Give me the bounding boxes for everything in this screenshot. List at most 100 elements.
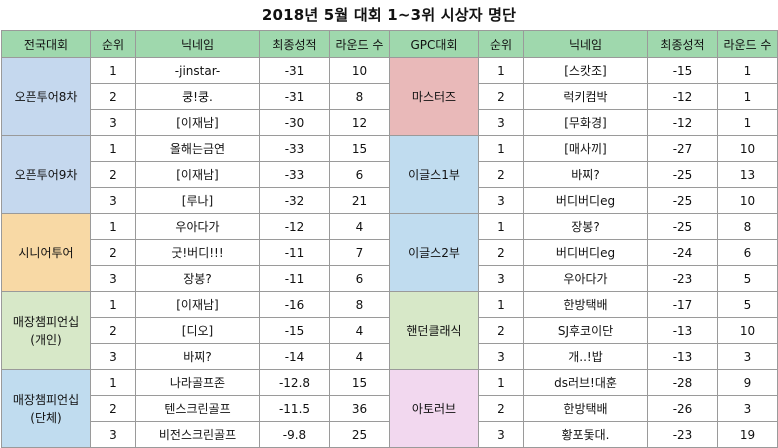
nickname-cell: 나라골프존 (135, 369, 260, 396)
nickname-cell: SJ후코이단 (523, 317, 648, 344)
table-row: 오픈투어9차 1 올해는금연 -33 15 이글스1부 1 [매사끼] -27 … (1, 135, 778, 214)
rounds-cell: 8 (329, 291, 390, 318)
rounds-cell: 10 (717, 317, 778, 344)
header-rounds: 라운드 수 (717, 30, 778, 58)
rank-cell: 3 (90, 109, 136, 136)
gpc-tournament-name: 마스터즈 (389, 57, 479, 136)
rank-cell: 1 (478, 369, 524, 396)
rounds-cell: 10 (717, 187, 778, 214)
header-final-score: 최종성적 (647, 30, 718, 58)
score-cell: -15 (259, 317, 330, 344)
rounds-cell: 21 (329, 187, 390, 214)
rounds-cell: 6 (717, 239, 778, 266)
rank-cell: 2 (90, 317, 136, 344)
nickname-cell: 올해는금연 (135, 135, 260, 162)
rank-cell: 2 (478, 317, 524, 344)
score-cell: -33 (259, 135, 330, 162)
table-row: 매장챔피언십 (단체) 1 나라골프존 -12.8 15 아토러브 1 ds러브!… (1, 369, 778, 448)
rounds-cell: 7 (329, 239, 390, 266)
nickname-cell: [루나] (135, 187, 260, 214)
rounds-cell: 5 (717, 291, 778, 318)
score-cell: -28 (647, 369, 718, 396)
score-cell: -15 (647, 57, 718, 84)
nickname-cell: 럭키컴박 (523, 83, 648, 110)
nickname-cell: 우아다가 (135, 213, 260, 240)
rank-cell: 3 (478, 421, 524, 448)
score-cell: -16 (259, 291, 330, 318)
score-cell: -24 (647, 239, 718, 266)
header-row: 전국대회 순위 닉네임 최종성적 라운드 수 GPC대회 순위 닉네임 최종성적… (1, 30, 778, 58)
score-cell: -13 (647, 343, 718, 370)
score-cell: -12 (647, 83, 718, 110)
rounds-cell: 4 (329, 343, 390, 370)
table-row: 3 바찌? -14 4 3 개..!밥 -13 3 (2, 343, 778, 370)
nickname-cell: 한방택배 (523, 291, 648, 318)
nickname-cell: 쿵!쿵. (135, 83, 260, 110)
gpc-tournament-name: 이글스1부 (389, 135, 479, 214)
rounds-cell: 10 (329, 57, 390, 84)
award-table: 전국대회 순위 닉네임 최종성적 라운드 수 GPC대회 순위 닉네임 최종성적… (1, 30, 778, 448)
nickname-cell: 한방택배 (523, 395, 648, 422)
score-cell: -33 (259, 161, 330, 188)
header-final-score: 최종성적 (259, 30, 330, 58)
rounds-cell: 3 (717, 395, 778, 422)
score-cell: -26 (647, 395, 718, 422)
nickname-cell: 텐스크린골프 (135, 395, 260, 422)
table-row: 매장챔피언십 (개인) 1 [이재남] -16 8 핸던클래식 1 한방택배 -1… (1, 291, 778, 370)
nickname-cell: ds러브!대훈 (523, 369, 648, 396)
score-cell: -31 (259, 57, 330, 84)
score-cell: -11 (259, 239, 330, 266)
table-row: 3 비전스크린골프 -9.8 25 3 황포돛대. -23 19 (2, 421, 778, 448)
rounds-cell: 4 (329, 317, 390, 344)
score-cell: -14 (259, 343, 330, 370)
rounds-cell: 19 (717, 421, 778, 448)
nickname-cell: 황포돛대. (523, 421, 648, 448)
page-title: 2018년 5월 대회 1~3위 시상자 명단 (261, 6, 517, 24)
rank-cell: 3 (90, 187, 136, 214)
rounds-cell: 12 (329, 109, 390, 136)
nickname-cell: 비전스크린골프 (135, 421, 260, 448)
score-cell: -25 (647, 161, 718, 188)
gpc-tournament-name: 이글스2부 (389, 213, 479, 292)
header-rank: 순위 (478, 30, 524, 58)
score-cell: -30 (259, 109, 330, 136)
nickname-cell: 장봉? (523, 213, 648, 240)
nickname-cell: [디오] (135, 317, 260, 344)
tournament-name: 오픈투어9차 (1, 135, 91, 214)
score-cell: -23 (647, 421, 718, 448)
score-cell: -11.5 (259, 395, 330, 422)
rank-cell: 2 (478, 239, 524, 266)
rank-cell: 1 (478, 135, 524, 162)
rounds-cell: 1 (717, 109, 778, 136)
rounds-cell: 15 (329, 135, 390, 162)
gpc-tournament-name: 아토러브 (389, 369, 479, 448)
header-rank: 순위 (90, 30, 136, 58)
rank-cell: 1 (478, 291, 524, 318)
nickname-cell: [매사끼] (523, 135, 648, 162)
rounds-cell: 6 (329, 265, 390, 292)
rounds-cell: 13 (717, 161, 778, 188)
rank-cell: 2 (478, 395, 524, 422)
rank-cell: 3 (478, 343, 524, 370)
nickname-cell: 버디버디eg (523, 239, 648, 266)
rounds-cell: 15 (329, 369, 390, 396)
nickname-cell: 우아다가 (523, 265, 648, 292)
rank-cell: 3 (90, 343, 136, 370)
tournament-name: 매장챔피언십 (개인) (1, 291, 91, 370)
rounds-cell: 5 (717, 265, 778, 292)
score-cell: -31 (259, 83, 330, 110)
score-cell: -9.8 (259, 421, 330, 448)
score-cell: -27 (647, 135, 718, 162)
rank-cell: 1 (90, 291, 136, 318)
score-cell: -17 (647, 291, 718, 318)
rounds-cell: 1 (717, 57, 778, 84)
nickname-cell: 바찌? (135, 343, 260, 370)
tournament-name: 오픈투어8차 (1, 57, 91, 136)
rank-cell: 1 (90, 369, 136, 396)
rank-cell: 1 (478, 57, 524, 84)
rounds-cell: 36 (329, 395, 390, 422)
tournament-name: 매장챔피언십 (단체) (1, 369, 91, 448)
header-gpc-tournament: GPC대회 (389, 30, 479, 58)
nickname-cell: [이재남] (135, 109, 260, 136)
table-row: 3 장봉? -11 6 3 우아다가 -23 5 (2, 265, 778, 292)
